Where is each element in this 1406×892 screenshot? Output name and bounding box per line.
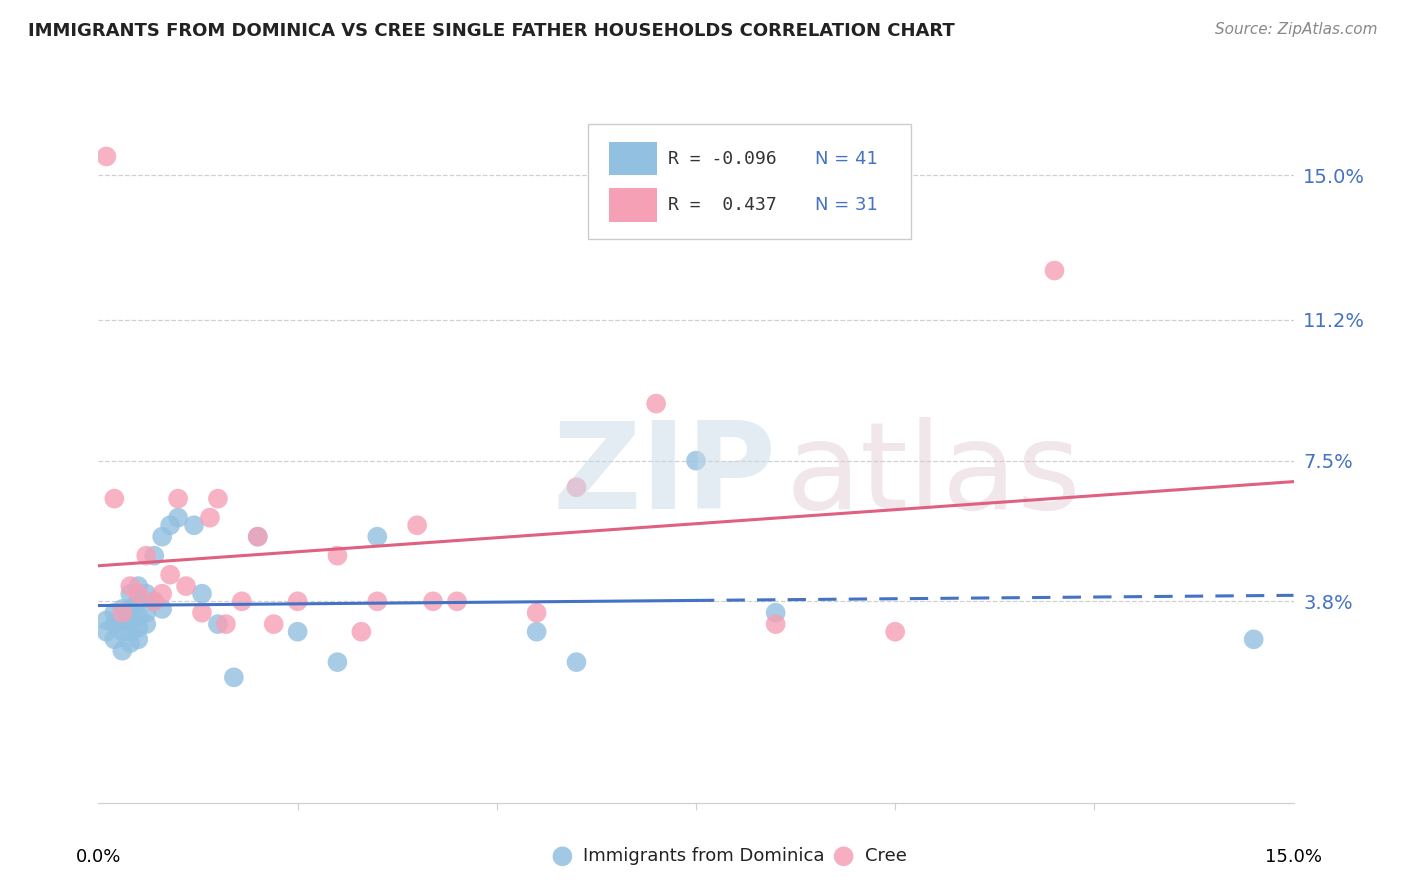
FancyBboxPatch shape [588, 124, 911, 239]
Point [135, 549, 157, 563]
Point [111, 624, 134, 639]
Point [96, 624, 118, 639]
Point [366, 530, 388, 544]
Point [120, 624, 142, 639]
Point [526, 606, 548, 620]
Point [174, 579, 197, 593]
Point [103, 617, 125, 632]
Point [120, 613, 142, 627]
Point [127, 594, 149, 608]
Point [120, 636, 142, 650]
Point [207, 617, 229, 632]
Point [1243, 632, 1265, 647]
Point [120, 587, 142, 601]
Point [167, 510, 190, 524]
Point [685, 453, 707, 467]
Point [183, 518, 205, 533]
Point [150, 530, 173, 544]
Point [135, 617, 157, 632]
Point [326, 655, 349, 669]
Text: Source: ZipAtlas.com: Source: ZipAtlas.com [1215, 22, 1378, 37]
Point [111, 606, 134, 620]
Point [832, 849, 855, 863]
Text: IMMIGRANTS FROM DOMINICA VS CREE SINGLE FATHER HOUSEHOLDS CORRELATION CHART: IMMIGRANTS FROM DOMINICA VS CREE SINGLE … [28, 22, 955, 40]
Point [159, 567, 181, 582]
Text: Immigrants from Dominica: Immigrants from Dominica [583, 847, 825, 865]
Point [526, 624, 548, 639]
Point [143, 594, 166, 608]
Point [127, 579, 149, 593]
Point [350, 624, 373, 639]
Text: ZIP: ZIP [553, 417, 776, 534]
Point [111, 644, 134, 658]
Point [287, 624, 309, 639]
Point [551, 849, 574, 863]
Text: Cree: Cree [865, 847, 907, 865]
Point [150, 602, 173, 616]
Point [1043, 263, 1066, 277]
Point [120, 579, 142, 593]
Point [127, 621, 149, 635]
Point [143, 549, 166, 563]
Point [143, 594, 166, 608]
Point [127, 587, 149, 601]
Point [198, 510, 221, 524]
Point [287, 594, 309, 608]
Point [135, 606, 157, 620]
Text: N = 31: N = 31 [815, 196, 879, 214]
Point [565, 480, 588, 494]
Text: 0.0%: 0.0% [76, 848, 121, 866]
Point [150, 587, 173, 601]
Text: R = -0.096: R = -0.096 [668, 150, 778, 168]
Point [135, 587, 157, 601]
Point [167, 491, 190, 506]
Point [103, 491, 125, 506]
Bar [609, 142, 657, 175]
Point [111, 602, 134, 616]
Point [565, 655, 588, 669]
Point [127, 632, 149, 647]
Text: N = 41: N = 41 [815, 150, 879, 168]
Point [159, 518, 181, 533]
Point [765, 617, 787, 632]
Text: 15.0%: 15.0% [1265, 848, 1322, 866]
Text: atlas: atlas [786, 417, 1081, 534]
Point [246, 530, 269, 544]
Point [645, 396, 668, 410]
Point [191, 606, 214, 620]
Point [366, 594, 388, 608]
Point [103, 606, 125, 620]
Point [765, 606, 787, 620]
Point [231, 594, 253, 608]
Point [884, 624, 907, 639]
Point [96, 149, 118, 163]
Point [422, 594, 444, 608]
Point [446, 594, 468, 608]
Point [96, 613, 118, 627]
Point [222, 670, 245, 684]
Point [191, 587, 214, 601]
Point [215, 617, 238, 632]
Point [263, 617, 285, 632]
Point [326, 549, 349, 563]
Point [207, 491, 229, 506]
Text: R =  0.437: R = 0.437 [668, 196, 778, 214]
Point [103, 632, 125, 647]
Point [246, 530, 269, 544]
Point [406, 518, 429, 533]
Point [120, 602, 142, 616]
Point [127, 609, 149, 624]
Point [111, 613, 134, 627]
Bar [609, 188, 657, 222]
